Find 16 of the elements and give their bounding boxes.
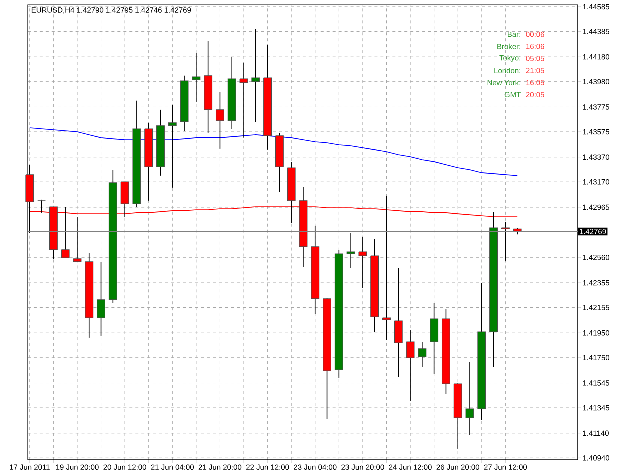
candlestick [430, 302, 439, 374]
candlestick [252, 28, 260, 122]
candlestick [73, 216, 82, 262]
candlestick [216, 92, 224, 150]
candlestick [466, 362, 474, 436]
candlestick [346, 232, 356, 268]
candlestick [168, 104, 177, 188]
candlestick [358, 236, 368, 288]
candlestick [192, 52, 201, 102]
candlestick [97, 262, 106, 336]
candlestick [38, 200, 46, 214]
candlestick [240, 62, 248, 138]
candlestick [418, 342, 427, 368]
candlestick [406, 330, 415, 402]
candlestick [394, 268, 403, 378]
candlestick [501, 222, 510, 262]
